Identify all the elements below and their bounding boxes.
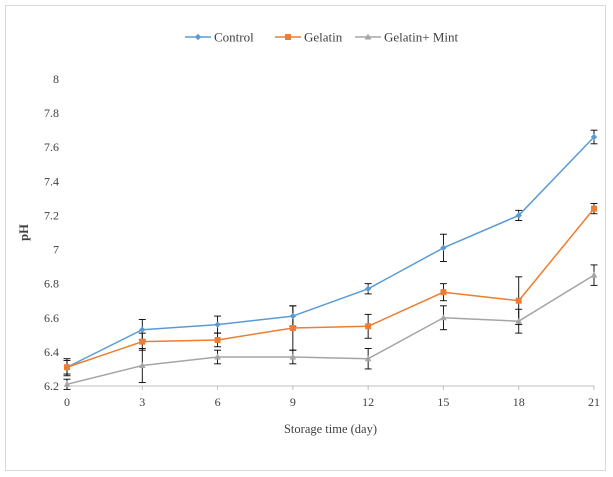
x-axis-title: Storage time (day)	[284, 422, 377, 436]
data-point-control	[289, 312, 297, 320]
data-point-gelatin-mint	[364, 355, 372, 362]
data-point-control	[590, 133, 598, 141]
data-point-gelatin-mint	[63, 380, 71, 387]
data-points	[63, 133, 598, 387]
data-point-gelatin-mint	[515, 317, 523, 324]
series-line-control	[66, 136, 595, 368]
data-point-gelatin	[289, 325, 296, 332]
data-point-control	[139, 326, 146, 333]
data-point-gelatin	[64, 364, 70, 371]
chart-area	[5, 5, 606, 471]
y-tick-label: 8	[53, 72, 59, 86]
series-line-gelatin	[66, 208, 595, 368]
data-point-gelatin	[365, 323, 372, 330]
data-point-gelatin	[139, 338, 146, 345]
legend-label-gelatin: Gelatin	[304, 30, 343, 45]
y-tick-label: 6.8	[44, 277, 59, 291]
legend-marker-gelatin-mint	[364, 33, 372, 40]
x-axis: 0 3 6 9 12 15 18 21	[64, 385, 600, 409]
y-tick-label: 7.2	[44, 208, 59, 222]
y-tick-label: 7	[53, 243, 59, 257]
y-axis-ticks: 6.2 6.4 6.6 6.8 7 7.2 7.4 7.6 7.8 8	[44, 72, 59, 393]
data-point-gelatin	[515, 297, 522, 304]
x-tick-label: 21	[588, 395, 600, 409]
series-line-gelatin-mint	[66, 274, 595, 386]
data-point-control	[364, 285, 372, 292]
y-tick-label: 7.4	[44, 174, 59, 188]
legend: Control Gelatin Gelatin+ Mint	[185, 30, 459, 45]
legend-marker-control	[194, 33, 202, 41]
y-tick-label: 6.6	[44, 311, 59, 325]
x-tick-label: 15	[437, 395, 449, 409]
data-point-gelatin	[214, 336, 221, 343]
x-tick-label: 3	[139, 395, 145, 409]
x-tick-label: 9	[290, 395, 296, 409]
data-point-gelatin-mint	[440, 314, 447, 321]
y-tick-label: 7.6	[44, 140, 59, 154]
data-point-control	[214, 321, 221, 328]
data-point-control	[440, 244, 447, 252]
y-tick-label: 6.2	[44, 379, 59, 393]
data-point-gelatin-mint	[214, 353, 221, 360]
error-bars	[63, 129, 598, 390]
series-lines	[66, 136, 595, 386]
x-tick-label: 12	[362, 395, 374, 409]
data-point-gelatin	[591, 205, 597, 212]
legend-label-gelatin-mint: Gelatin+ Mint	[384, 30, 459, 45]
legend-marker-gelatin	[285, 34, 291, 40]
data-point-gelatin-mint	[138, 362, 146, 369]
x-tick-label: 0	[64, 395, 70, 409]
legend-label-control: Control	[214, 30, 254, 45]
data-point-gelatin-mint	[289, 353, 297, 360]
data-point-gelatin	[440, 289, 447, 296]
x-tick-label: 18	[513, 395, 525, 409]
x-tick-label: 6	[215, 395, 221, 409]
y-tick-label: 6.4	[44, 345, 59, 359]
data-point-control	[515, 212, 522, 219]
y-tick-label: 7.8	[44, 106, 59, 120]
data-point-gelatin-mint	[590, 271, 598, 278]
y-axis-title: pH	[17, 224, 31, 241]
